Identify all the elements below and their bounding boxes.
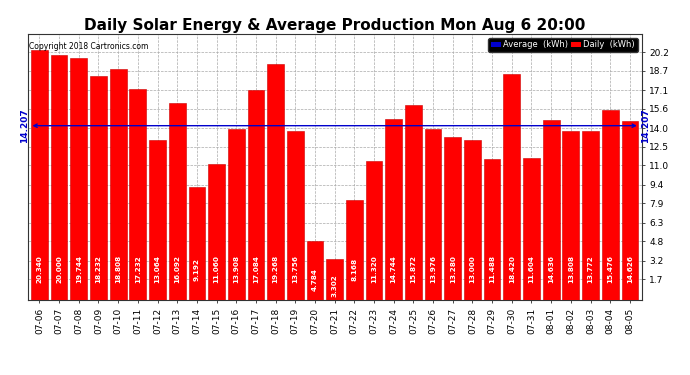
Text: 3.302: 3.302	[332, 274, 337, 297]
Text: 13.000: 13.000	[469, 255, 475, 283]
Bar	[169, 102, 186, 300]
Bar	[70, 58, 87, 300]
Bar	[622, 120, 638, 300]
Text: 19.744: 19.744	[76, 255, 82, 283]
Bar	[464, 141, 481, 300]
Text: Copyright 2018 Cartronics.com: Copyright 2018 Cartronics.com	[29, 42, 148, 51]
Text: 18.808: 18.808	[115, 255, 121, 284]
Title: Daily Solar Energy & Average Production Mon Aug 6 20:00: Daily Solar Energy & Average Production …	[84, 18, 585, 33]
Bar	[31, 50, 48, 300]
Bar	[90, 76, 107, 300]
Text: 14.626: 14.626	[627, 255, 633, 284]
Text: 11.488: 11.488	[489, 255, 495, 284]
Text: 11.320: 11.320	[371, 255, 377, 283]
Text: 14.207: 14.207	[641, 108, 650, 143]
Text: 15.872: 15.872	[411, 255, 416, 284]
Text: 13.064: 13.064	[155, 255, 161, 283]
Text: 20.340: 20.340	[37, 255, 42, 283]
Text: 14.207: 14.207	[19, 108, 28, 143]
Bar	[130, 88, 146, 300]
Bar	[267, 64, 284, 300]
Text: 15.476: 15.476	[607, 255, 613, 284]
Text: 13.756: 13.756	[293, 255, 298, 284]
Text: 11.060: 11.060	[213, 255, 219, 283]
Bar	[444, 137, 461, 300]
Bar	[110, 69, 126, 300]
Text: 18.232: 18.232	[95, 255, 101, 283]
Text: 13.808: 13.808	[568, 255, 574, 284]
Bar	[188, 187, 205, 300]
Text: 4.784: 4.784	[312, 268, 318, 291]
Bar	[602, 110, 618, 300]
Bar	[385, 119, 402, 300]
Text: 18.420: 18.420	[509, 255, 515, 283]
Text: 20.000: 20.000	[56, 255, 62, 283]
Text: 19.268: 19.268	[273, 255, 279, 284]
Text: 16.092: 16.092	[174, 255, 180, 284]
Bar	[523, 158, 540, 300]
Bar	[504, 74, 520, 300]
Text: 17.232: 17.232	[135, 255, 141, 283]
Bar	[208, 164, 225, 300]
Bar	[346, 200, 363, 300]
Bar	[425, 129, 442, 300]
Bar	[543, 120, 560, 300]
Text: 17.084: 17.084	[253, 255, 259, 283]
Legend: Average  (kWh), Daily  (kWh): Average (kWh), Daily (kWh)	[489, 38, 638, 52]
Text: 14.744: 14.744	[391, 255, 397, 283]
Bar	[287, 131, 304, 300]
Text: 9.192: 9.192	[194, 258, 200, 281]
Bar	[582, 131, 599, 300]
Text: 13.976: 13.976	[430, 255, 436, 284]
Text: 14.636: 14.636	[548, 255, 554, 284]
Bar	[405, 105, 422, 300]
Text: 11.604: 11.604	[529, 255, 535, 283]
Bar	[149, 140, 166, 300]
Bar	[51, 55, 68, 300]
Bar	[366, 161, 382, 300]
Bar	[306, 241, 324, 300]
Bar	[228, 129, 244, 300]
Text: 8.168: 8.168	[351, 258, 357, 281]
Bar	[484, 159, 500, 300]
Bar	[326, 260, 343, 300]
Text: 13.908: 13.908	[233, 255, 239, 284]
Text: 13.772: 13.772	[587, 255, 593, 283]
Bar	[562, 130, 579, 300]
Text: 13.280: 13.280	[450, 255, 456, 283]
Bar	[248, 90, 264, 300]
